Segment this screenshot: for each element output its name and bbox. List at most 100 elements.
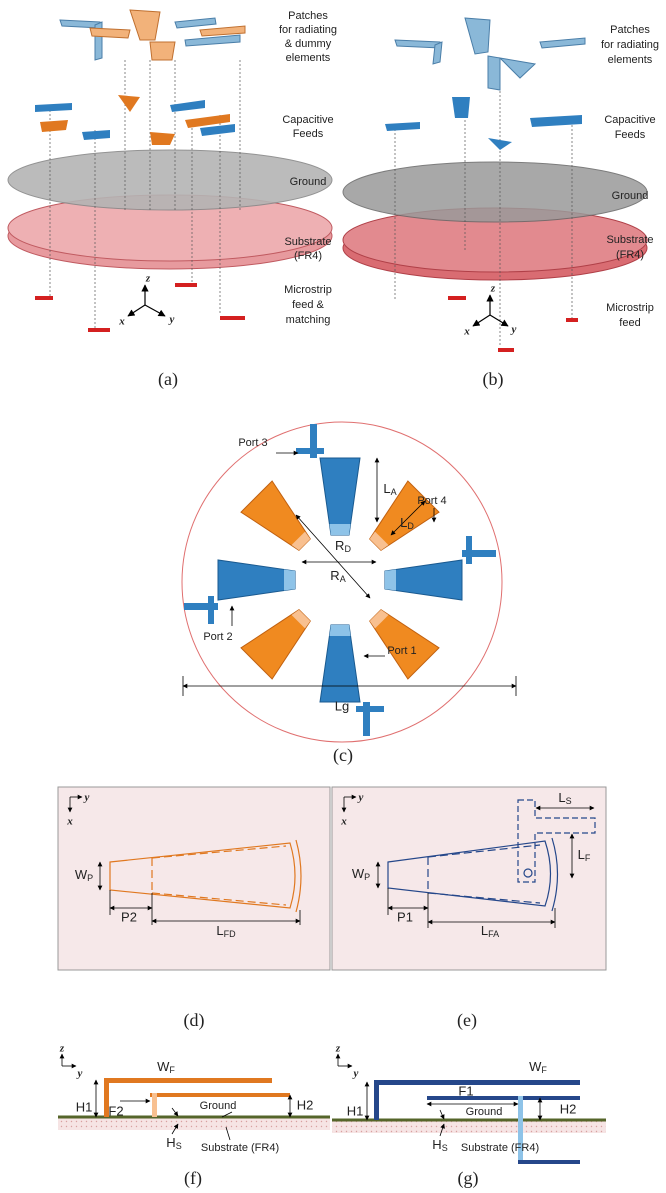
dimension-subscript: A	[391, 487, 397, 497]
label: Feeds	[293, 128, 324, 140]
panel-box	[58, 787, 330, 970]
dimension-subscript: P	[364, 872, 370, 882]
dimension-label: WF	[529, 1059, 547, 1075]
label: Ground	[200, 1100, 237, 1112]
panel-b	[343, 18, 647, 352]
dimension-label: P2	[121, 909, 137, 924]
dimension-base: L	[400, 515, 407, 530]
axis-label: x	[463, 326, 470, 338]
panel-box	[332, 787, 606, 970]
substrate	[332, 1121, 606, 1133]
patches	[60, 10, 245, 60]
label: & dummy	[285, 38, 332, 50]
dimension-label: HS	[432, 1137, 447, 1153]
dimension-label: F1	[458, 1083, 473, 1098]
label: feed &	[292, 299, 324, 311]
label: Ground	[290, 176, 327, 188]
dimension-base: L	[481, 923, 488, 938]
coord-axes	[338, 1054, 352, 1066]
dimension-label: WF	[157, 1059, 175, 1075]
axis-label: y	[352, 1068, 359, 1080]
dimension-label: H2	[560, 1101, 577, 1116]
label: Patches	[610, 24, 650, 36]
axis-label: x	[118, 316, 125, 328]
axis-label: y	[510, 324, 517, 336]
dimension-base: W	[352, 866, 365, 881]
label: Patches	[288, 10, 328, 22]
dimension-base: R	[330, 568, 339, 583]
dimension-label: F2	[108, 1103, 123, 1118]
axis-label: z	[335, 1043, 341, 1055]
caption: (d)	[184, 1010, 205, 1031]
axes-b	[473, 295, 508, 326]
dimension-subscript: D	[407, 521, 414, 531]
substrate	[58, 1118, 330, 1130]
dimension-subscript: F	[585, 853, 591, 863]
dimension-label: P1	[397, 909, 413, 924]
dimension-base: W	[157, 1059, 170, 1074]
label: (FR4)	[616, 249, 644, 261]
dimension-subscript: FD	[224, 929, 236, 939]
dimension-base: H	[432, 1137, 441, 1152]
panel-d	[58, 787, 330, 970]
ground	[8, 150, 332, 210]
axes-a	[128, 285, 165, 316]
port-label: Port 4	[417, 495, 446, 507]
label: Substrate	[284, 236, 331, 248]
label: Ground	[612, 190, 649, 202]
coord-axes	[62, 1054, 76, 1066]
feeds	[35, 95, 235, 145]
patches	[395, 18, 585, 90]
axis-label: y	[83, 792, 90, 804]
label: Substrate (FR4)	[201, 1142, 279, 1154]
dimension-label: Lg	[335, 698, 349, 713]
label: matching	[286, 314, 331, 326]
dimension-lines	[96, 1080, 290, 1140]
dimension-label: HS	[166, 1135, 181, 1151]
label: Substrate	[606, 234, 653, 246]
dimension-subscript: F	[541, 1065, 547, 1075]
port-label: Port 3	[238, 437, 267, 449]
label: feed	[619, 317, 640, 329]
label: Microstrip	[606, 302, 654, 314]
axis-label: z	[59, 1043, 65, 1055]
caption: (f)	[184, 1168, 202, 1189]
dimension-subscript: S	[442, 1143, 448, 1153]
dimension-base: R	[335, 538, 344, 553]
label: Substrate (FR4)	[461, 1142, 539, 1154]
dimension-base: W	[75, 867, 88, 882]
dimension-base: L	[578, 847, 585, 862]
label: Capacitive	[282, 114, 333, 126]
panel-f	[58, 1054, 330, 1140]
ground	[343, 162, 647, 222]
label: for radiating	[601, 39, 659, 51]
dimension-label: H2	[297, 1097, 314, 1112]
figure: Patches for radiating & dummy elements Capac…	[0, 0, 666, 1193]
dimension-label: H1	[76, 1099, 93, 1114]
feeds	[385, 97, 582, 150]
axis-label: y	[357, 792, 364, 804]
port-label: Port 2	[203, 631, 232, 643]
dimension-subscript: S	[566, 796, 572, 806]
axis-label: x	[66, 816, 73, 828]
label: Microstrip	[284, 284, 332, 296]
caption: (e)	[457, 1010, 477, 1031]
microstrip	[35, 283, 245, 332]
dimension-base: W	[529, 1059, 542, 1074]
panel-e	[332, 787, 606, 970]
dimension-subscript: FA	[488, 929, 499, 939]
label: (FR4)	[294, 250, 322, 262]
caption: (a)	[158, 369, 178, 390]
caption: (g)	[458, 1168, 479, 1189]
caption: (b)	[483, 369, 504, 390]
label: elements	[286, 52, 331, 64]
panel-c	[182, 422, 516, 742]
dimension-subscript: D	[344, 544, 351, 554]
port-label: Port 1	[387, 645, 416, 657]
dimension-subscript: A	[340, 574, 346, 584]
label: Ground	[466, 1106, 503, 1118]
dimension-label: H1	[347, 1103, 364, 1118]
axis-label: y	[168, 314, 175, 326]
dimension-base: L	[558, 790, 565, 805]
label: elements	[608, 54, 653, 66]
